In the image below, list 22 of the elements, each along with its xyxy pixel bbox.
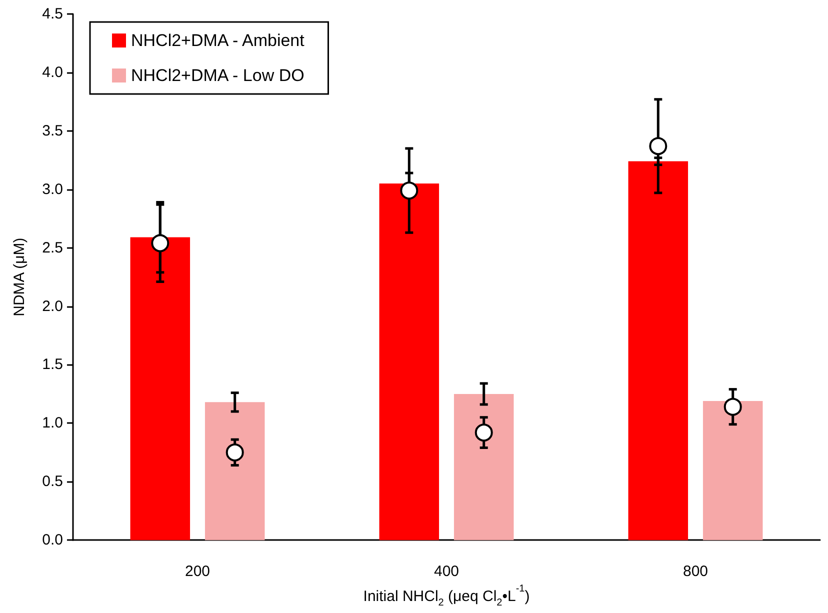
- y-tick-label: 0.0: [42, 532, 63, 549]
- bar: [379, 184, 440, 540]
- y-tick-label: 2.0: [42, 298, 63, 315]
- y-axis-title: NDMA (μM): [11, 238, 28, 316]
- x-tick-label: 800: [682, 563, 708, 580]
- bar: [204, 402, 265, 540]
- y-tick-label: 4.0: [42, 64, 63, 81]
- bar: [130, 237, 190, 540]
- x-tick-label: 400: [434, 563, 460, 580]
- y-tick-label: 1.0: [42, 414, 63, 432]
- y-tick-label: 4.5: [42, 6, 63, 22]
- y-tick-label: 1.5: [42, 356, 63, 374]
- bar: [454, 394, 514, 540]
- y-tick-label: 3.0: [42, 180, 63, 198]
- x-tick-label: 200: [184, 563, 210, 580]
- y-tick-label: 3.5: [42, 122, 63, 140]
- bar: [628, 161, 688, 540]
- legend-label: NHCl2+DMA - Ambient: [131, 31, 305, 50]
- y-tick-label: 0.5: [42, 473, 63, 490]
- legend-label: NHCl2+DMA - Low DO: [131, 66, 304, 85]
- y-tick-label: 2.5: [42, 239, 63, 256]
- bar: [702, 400, 763, 540]
